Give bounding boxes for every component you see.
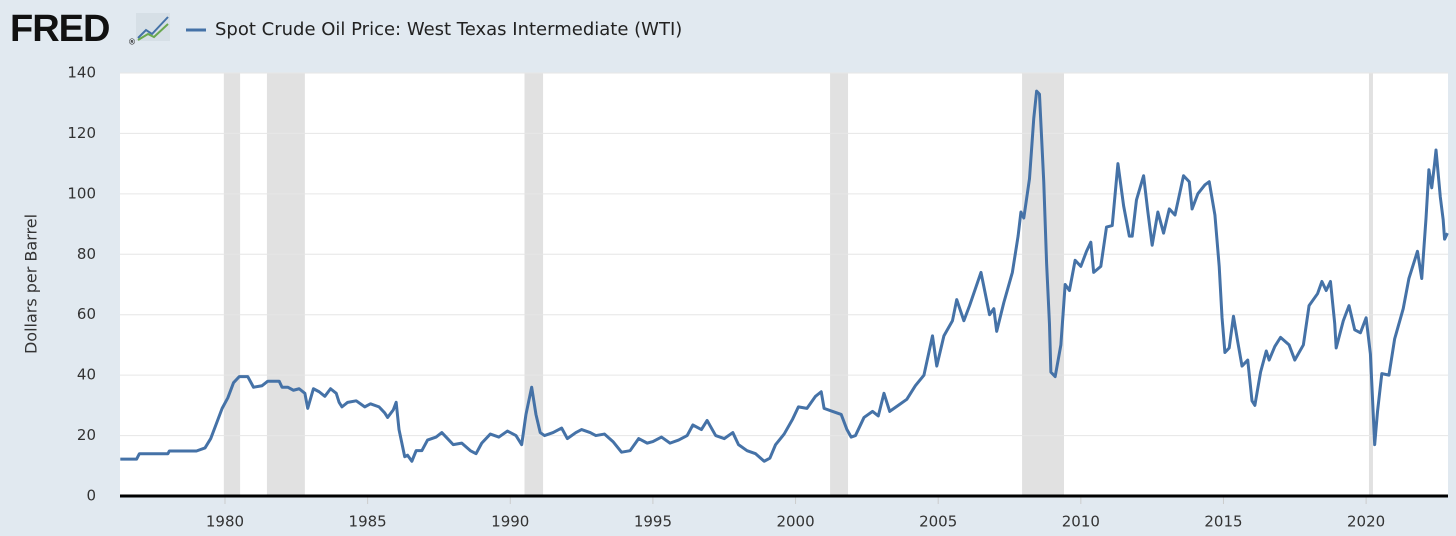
x-tick-label: 1985 (349, 513, 387, 531)
y-tick-label: 20 (77, 426, 96, 444)
logo: FRED (10, 8, 109, 50)
logo-mark: ® (128, 38, 136, 47)
y-tick-label: 60 (77, 305, 96, 323)
recession-band (524, 73, 544, 496)
y-axis-label: Dollars per Barrel (22, 214, 41, 354)
recession-band (266, 73, 305, 496)
x-tick-label: 1995 (634, 513, 672, 531)
x-tick-label: 1990 (491, 513, 529, 531)
x-tick-label: 2005 (919, 513, 957, 531)
recession-band (1022, 73, 1065, 496)
recession-band (1368, 73, 1373, 496)
recession-band (223, 73, 241, 496)
line-series (120, 89, 1449, 463)
y-tick-label: 80 (77, 245, 96, 263)
y-tick-label: 0 (86, 487, 96, 505)
x-tick-label: 2010 (1062, 513, 1100, 531)
x-tick-label: 2000 (776, 513, 814, 531)
plot-area (120, 73, 1448, 496)
recession-band (830, 73, 849, 496)
y-tick-label: 140 (67, 64, 96, 82)
x-tick-label: 2015 (1204, 513, 1242, 531)
y-tick-label: 120 (67, 124, 96, 142)
x-tick-label: 1980 (206, 513, 244, 531)
y-tick-label: 100 (67, 184, 96, 202)
y-tick-label: 40 (77, 366, 96, 384)
logo-icon (136, 13, 170, 41)
legend-label: Spot Crude Oil Price: West Texas Interme… (215, 19, 682, 40)
x-tick-label: 2020 (1347, 513, 1385, 531)
